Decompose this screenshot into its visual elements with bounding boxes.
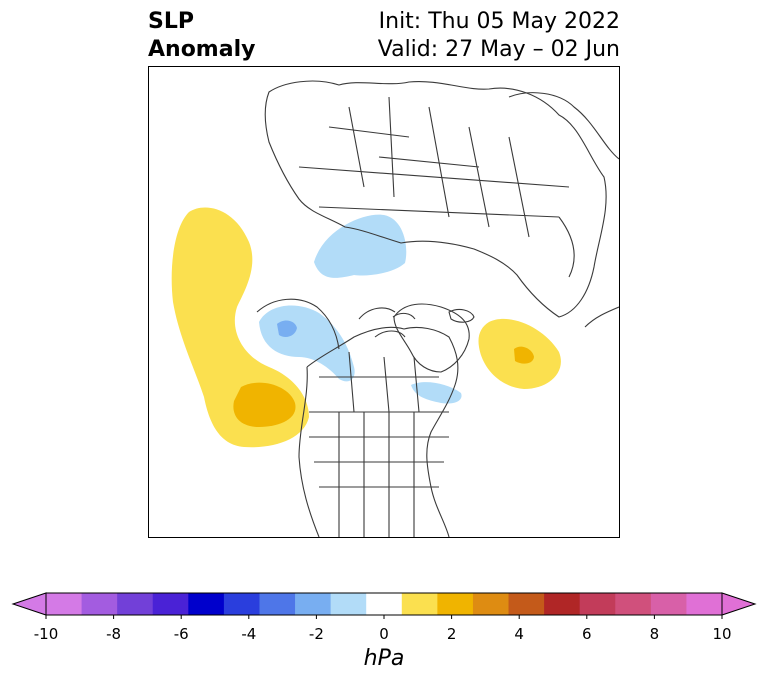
colorbar-cell — [650, 593, 687, 615]
colorbar-cell — [259, 593, 296, 615]
eurasia-coast — [264, 80, 607, 318]
colorbar-cell — [223, 593, 260, 615]
canada-province-borders — [319, 351, 439, 413]
anomaly-fill-layer — [171, 207, 561, 448]
colorbar-tick-label: 6 — [582, 625, 592, 643]
colorbar-tick-label: 4 — [514, 625, 524, 643]
north-america-coast — [298, 326, 459, 537]
bering-negative-core — [277, 320, 297, 337]
title-line-1: SLP — [148, 9, 194, 34]
colorbar-cell — [508, 593, 545, 615]
greenland-coast — [393, 303, 470, 373]
colorbar-cell — [686, 593, 723, 615]
colorbar-cell — [188, 593, 225, 615]
chart-title: SLP Anomaly — [148, 8, 255, 64]
colorbar-tick-label: 10 — [712, 625, 732, 643]
pacific-positive-core — [233, 382, 296, 427]
alaska-coast — [256, 298, 340, 350]
colorbar-tick-label: -8 — [106, 625, 122, 643]
colorbar-tick-label: -6 — [173, 625, 189, 643]
coastline-layer — [256, 80, 619, 537]
colorbar-cell — [46, 593, 83, 615]
colorbar-cell — [401, 593, 438, 615]
colorbar-extend-max — [721, 592, 757, 616]
colorbar-cell — [544, 593, 581, 615]
canada-archipelago — [358, 307, 416, 338]
colorbar — [11, 592, 757, 619]
colorbar-tick-label: 0 — [379, 625, 389, 643]
colorbar-extend-min — [11, 592, 47, 616]
colorbar-cell — [437, 593, 474, 615]
europe-inner-borders — [298, 96, 570, 238]
title-line-2: Anomaly — [148, 37, 256, 62]
colorbar-cell — [81, 593, 118, 615]
init-date: Init: Thu 05 May 2022 — [378, 9, 620, 34]
colorbar-tick-label: -2 — [308, 625, 324, 643]
colorbar-cell — [366, 593, 403, 615]
colorbar-unit-label: hPa — [363, 646, 405, 671]
colorbar-cell — [615, 593, 652, 615]
colorbar-tick-label: -4 — [241, 625, 257, 643]
valid-range: Valid: 27 May – 02 Jun — [377, 37, 620, 62]
labrador-negative-anomaly — [411, 382, 462, 404]
colorbar-cell — [330, 593, 367, 615]
iceland-coast — [448, 308, 475, 323]
forecast-dates: Init: Thu 05 May 2022 Valid: 27 May – 02… — [378, 8, 620, 64]
colorbar-cell — [579, 593, 616, 615]
map-panel — [148, 66, 620, 538]
colorbar-ticks — [45, 615, 723, 619]
us-state-borders — [309, 411, 449, 537]
atlantic-positive-core — [514, 346, 534, 364]
siberia-negative-anomaly — [314, 214, 407, 278]
colorbar-cell — [117, 593, 154, 615]
colorbar-cell — [295, 593, 332, 615]
colorbar-cell — [152, 593, 189, 615]
colorbar-tick-label: 8 — [649, 625, 660, 643]
colorbar-cell — [472, 593, 510, 615]
anomaly-map — [171, 80, 619, 537]
colorbar-tick-label: -10 — [33, 625, 59, 643]
east-asia-coast — [508, 92, 619, 328]
colorbar-cells — [46, 593, 723, 615]
colorbar-tick-label: 2 — [446, 625, 457, 643]
